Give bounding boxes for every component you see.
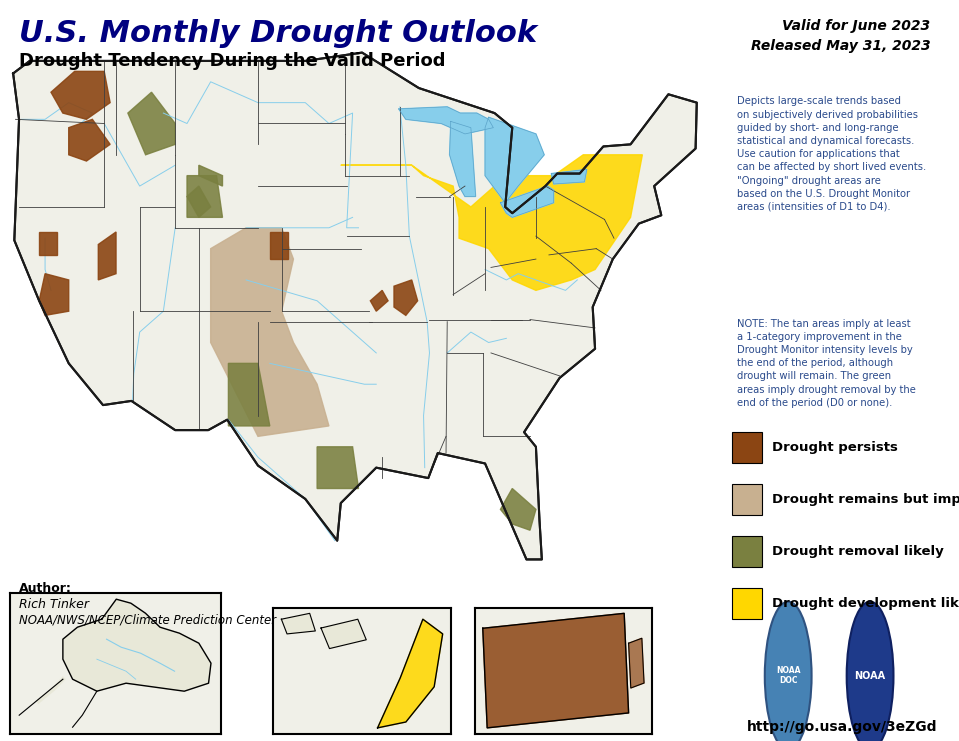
Polygon shape	[482, 614, 628, 728]
Text: Depicts large-scale trends based
on subjectively derived probabilities
guided by: Depicts large-scale trends based on subj…	[737, 96, 926, 212]
Polygon shape	[394, 280, 418, 316]
Circle shape	[847, 602, 894, 741]
Text: Drought remains but improves: Drought remains but improves	[772, 493, 959, 506]
Polygon shape	[378, 619, 443, 728]
Text: NOAA/NWS/NCEP/Climate Prediction Center: NOAA/NWS/NCEP/Climate Prediction Center	[19, 614, 276, 627]
Circle shape	[764, 602, 811, 741]
Polygon shape	[187, 176, 222, 217]
Text: Drought development likely: Drought development likely	[772, 597, 959, 610]
Polygon shape	[321, 619, 366, 648]
Polygon shape	[187, 186, 211, 217]
Polygon shape	[269, 232, 288, 259]
Text: Drought persists: Drought persists	[772, 441, 898, 454]
FancyBboxPatch shape	[732, 588, 762, 619]
Polygon shape	[228, 363, 269, 426]
Polygon shape	[63, 599, 211, 691]
Polygon shape	[99, 232, 116, 280]
Polygon shape	[281, 614, 316, 634]
Text: Valid for June 2023: Valid for June 2023	[783, 19, 930, 33]
FancyBboxPatch shape	[732, 484, 762, 515]
Polygon shape	[399, 107, 493, 134]
Text: http://go.usa.gov/3eZGd: http://go.usa.gov/3eZGd	[747, 720, 937, 734]
FancyBboxPatch shape	[732, 536, 762, 567]
Polygon shape	[199, 165, 222, 186]
Polygon shape	[317, 447, 359, 488]
Polygon shape	[501, 488, 536, 531]
Polygon shape	[128, 92, 175, 155]
Text: NOAA
DOC: NOAA DOC	[776, 666, 801, 685]
Text: Drought Tendency During the Valid Period: Drought Tendency During the Valid Period	[19, 52, 446, 70]
Polygon shape	[628, 638, 644, 688]
Polygon shape	[450, 122, 476, 196]
Polygon shape	[13, 53, 697, 559]
Polygon shape	[485, 117, 544, 203]
Polygon shape	[39, 232, 57, 255]
Text: Author:: Author:	[19, 582, 72, 595]
Polygon shape	[501, 186, 553, 217]
Text: Rich Tinker: Rich Tinker	[19, 598, 89, 611]
Text: Released May 31, 2023: Released May 31, 2023	[751, 39, 930, 53]
Polygon shape	[340, 155, 643, 290]
Polygon shape	[39, 273, 69, 316]
Polygon shape	[211, 227, 329, 436]
Polygon shape	[551, 170, 587, 184]
Text: NOAA: NOAA	[854, 671, 886, 681]
Text: Drought removal likely: Drought removal likely	[772, 545, 944, 558]
Polygon shape	[51, 71, 110, 119]
Text: NOTE: The tan areas imply at least
a 1-category improvement in the
Drought Monit: NOTE: The tan areas imply at least a 1-c…	[737, 319, 916, 408]
Polygon shape	[370, 290, 388, 311]
Text: U.S. Monthly Drought Outlook: U.S. Monthly Drought Outlook	[19, 19, 537, 47]
Polygon shape	[69, 119, 110, 161]
FancyBboxPatch shape	[732, 432, 762, 463]
